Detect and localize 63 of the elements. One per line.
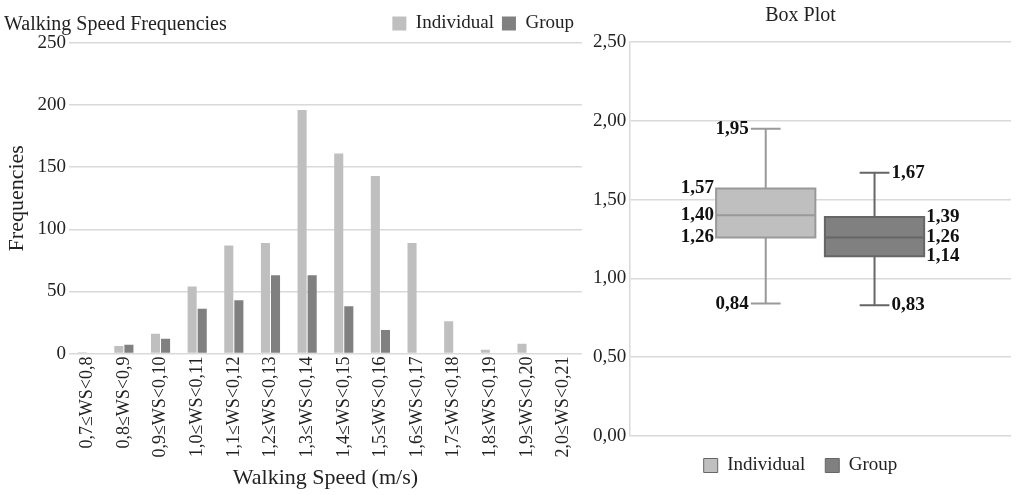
x-tick-label: 1,7≤WS<0,18 [442,356,463,458]
y-tick-label: 2,00 [593,108,627,130]
annotation: 1,67 [891,160,926,182]
annotation: 1,39 [926,204,960,226]
bar [187,286,197,353]
x-tick-label: 0,8≤WS<0,9 [112,356,133,449]
x-tick-label: 1,9≤WS<0,20 [515,356,536,458]
y-tick-label: 1,50 [593,187,627,209]
bar [260,243,270,353]
y-tick-label: 150 [37,155,66,177]
annotation: 1,14 [926,244,960,266]
y-tick-label: 0,00 [593,423,627,445]
x-tick-label: 1,4≤WS<0,15 [332,356,353,458]
annotation: 1,95 [715,116,749,138]
annotation: 1,26 [680,225,715,247]
chart-title: Box Plot [765,3,837,26]
bar [334,153,344,353]
x-tick-label: 1,5≤WS<0,16 [369,356,390,458]
legend-label: Individual [415,11,494,33]
bar [224,245,234,353]
bar [517,343,527,353]
bar [407,243,417,353]
x-tick-label: 1,1≤WS<0,12 [222,356,243,458]
x-tick-label: 1,8≤WS<0,19 [479,356,500,458]
x-axis-title: Walking Speed (m/s) [232,463,419,489]
bar [114,346,124,353]
bar [380,329,390,353]
bar [297,110,307,353]
y-tick-label: 50 [46,279,66,301]
y-tick-label: 0,50 [593,345,627,367]
bar [124,344,134,353]
x-tick-label: 1,6≤WS<0,17 [405,356,426,458]
annotation: 1,40 [680,203,715,225]
y-tick-label: 200 [37,93,66,115]
annotation: 1,26 [926,225,960,247]
y-tick-label: 2,50 [593,29,627,51]
bar [480,349,490,353]
bar [307,275,317,353]
y-tick-label: 100 [37,217,66,239]
annotation: 0,84 [715,291,750,313]
x-tick-label: 1,2≤WS<0,13 [259,356,280,458]
bar [150,333,161,353]
annotation: 1,57 [680,176,715,198]
bar [234,300,244,353]
legend-label: Group [848,453,898,475]
bar [370,175,380,353]
bar [161,338,171,353]
x-tick-label: 0,9≤WS<0,10 [149,356,170,458]
bar [197,308,207,353]
x-tick-label: 2,0≤WS<0,21 [552,356,573,458]
legend-label: Individual [727,453,806,475]
chart-title: Walking Speed Frequencies [4,11,227,35]
x-tick-label: 1,3≤WS<0,14 [295,356,316,458]
x-tick-label: 0,7≤WS<0,8 [75,356,96,449]
legend-label: Group [525,11,575,33]
y-axis-title: Frequencies [2,145,28,252]
bar [344,306,354,353]
y-tick-label: 1,00 [593,266,627,288]
annotation: 0,83 [891,293,925,315]
x-tick-label: 1,0≤WS<0,11 [185,356,206,457]
y-tick-label: 0 [56,341,66,363]
bar [444,321,454,353]
bar [270,275,281,353]
